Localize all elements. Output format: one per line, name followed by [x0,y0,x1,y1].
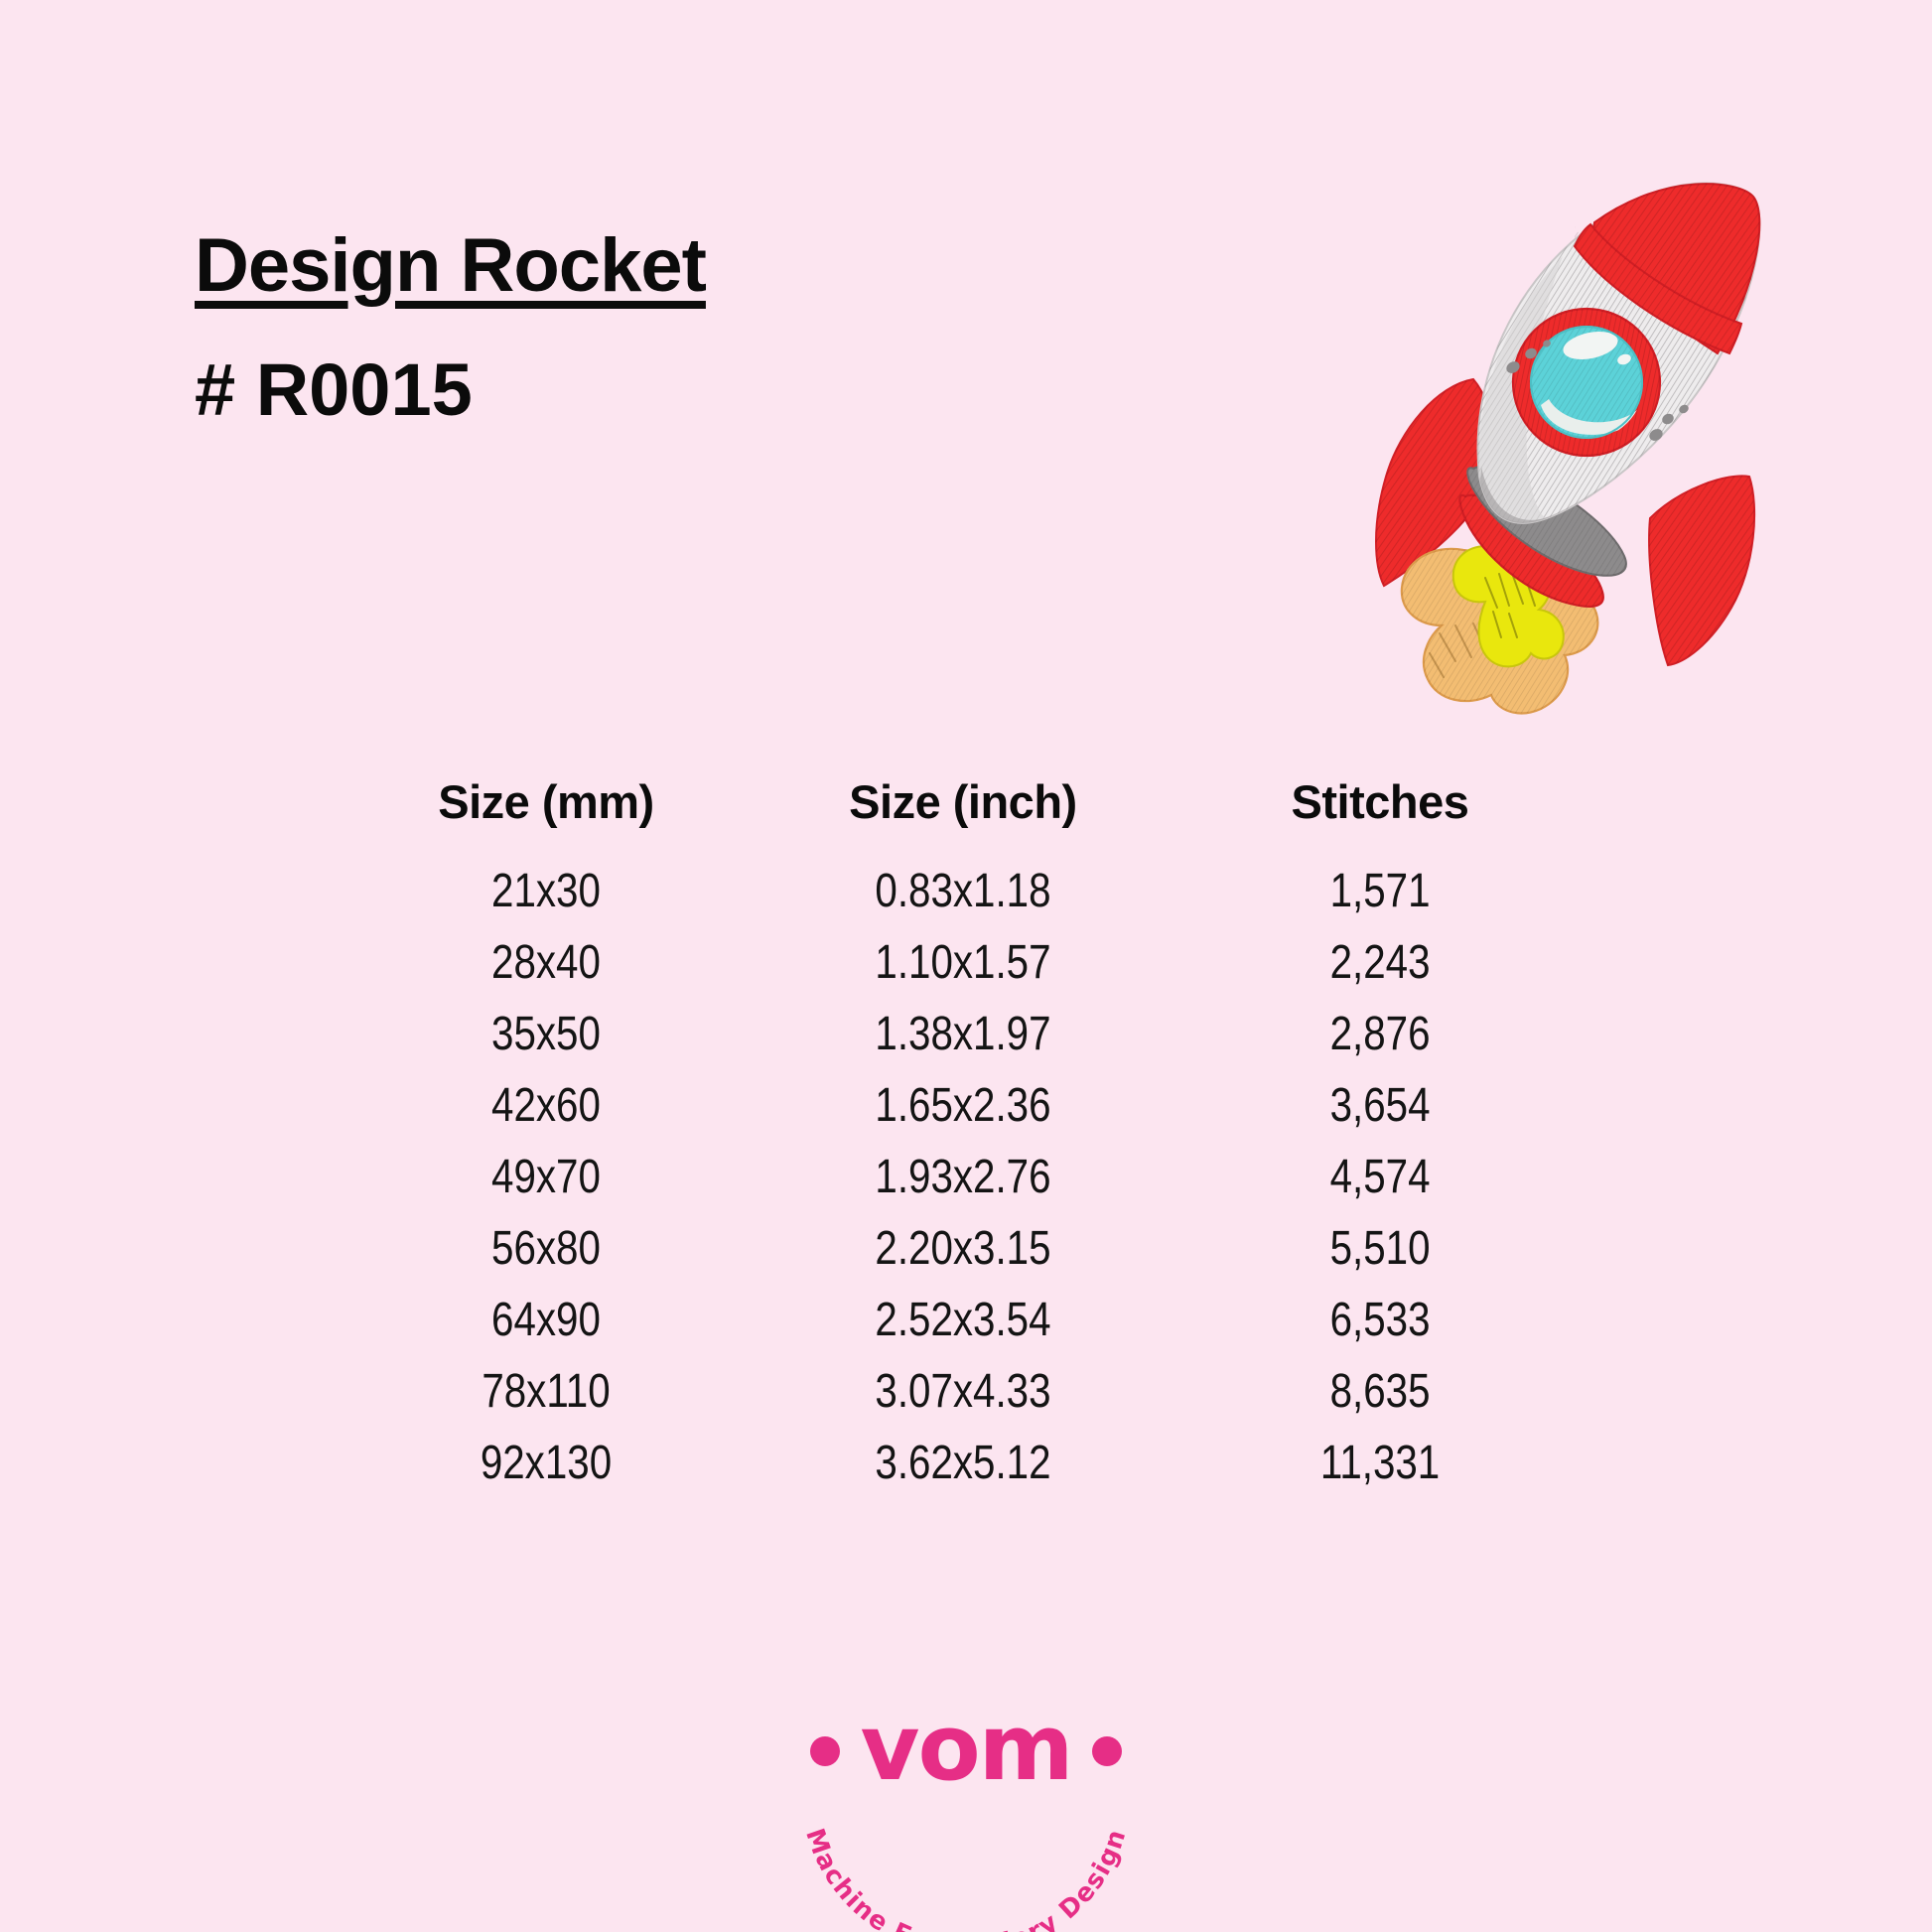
cell-size-inch: 1.93x2.76 [875,1150,1051,1203]
cell-stitches: 5,510 [1329,1221,1431,1275]
size-chart-table: Size (mm) Size (inch) Stitches 21x30 0.8… [338,774,1588,1498]
cell-size-inch: 2.52x3.54 [875,1293,1051,1346]
logo-wordmark: vom [860,1695,1071,1801]
table-row: 42x60 1.65x2.36 3,654 [338,1069,1588,1141]
cell-size-inch: 1.10x1.57 [875,935,1051,989]
column-header-stitches: Stitches [1291,775,1469,828]
cell-size-mm: 49x70 [491,1150,601,1203]
table-row: 21x30 0.83x1.18 1,571 [338,855,1588,926]
rocket-fin-right [1648,475,1756,667]
cell-stitches: 3,654 [1329,1078,1431,1132]
cell-size-mm: 92x130 [480,1436,613,1489]
page-title: Design Rocket [195,223,707,308]
logo-tagline: Machine Embroidery Design [799,1825,1133,1932]
cell-size-mm: 35x50 [491,1007,601,1060]
table-row: 56x80 2.20x3.15 5,510 [338,1212,1588,1284]
rocket-window [1511,307,1662,458]
cell-stitches: 11,331 [1319,1436,1441,1489]
cell-size-mm: 64x90 [491,1293,601,1346]
cell-size-inch: 3.62x5.12 [875,1436,1051,1489]
cell-stitches: 2,876 [1329,1007,1431,1060]
column-header-size-mm: Size (mm) [438,775,654,828]
design-code: # R0015 [195,348,473,431]
table-row: 35x50 1.38x1.97 2,876 [338,998,1588,1069]
cell-size-mm: 78x110 [482,1364,611,1418]
cell-stitches: 2,243 [1329,935,1431,989]
cell-size-inch: 1.38x1.97 [875,1007,1051,1060]
rocket-stripe [1573,222,1743,355]
table-row: 92x130 3.62x5.12 11,331 [338,1427,1588,1498]
cell-size-inch: 2.20x3.15 [875,1221,1051,1275]
cell-size-inch: 1.65x2.36 [875,1078,1051,1132]
table-row: 64x90 2.52x3.54 6,533 [338,1284,1588,1355]
cell-size-inch: 3.07x4.33 [875,1364,1051,1418]
vom-logo: vom Machine Embroidery Design [698,1688,1234,1932]
rocket-nose-cone [1592,183,1761,355]
cell-stitches: 4,574 [1329,1150,1431,1203]
rocket-rivets [1506,340,1689,441]
cell-size-mm: 21x30 [491,864,601,917]
cell-size-mm: 56x80 [491,1221,601,1275]
cell-size-mm: 28x40 [491,935,601,989]
cell-size-mm: 42x60 [491,1078,601,1132]
cell-stitches: 6,533 [1329,1293,1431,1346]
cell-size-inch: 0.83x1.18 [875,864,1051,917]
rocket-icon [1352,149,1779,725]
table-header-row: Size (mm) Size (inch) Stitches [338,774,1588,855]
cell-stitches: 8,635 [1329,1364,1431,1418]
logo-dot-left-icon [810,1736,840,1766]
cell-stitches: 1,571 [1329,864,1431,917]
column-header-size-inch: Size (inch) [849,775,1077,828]
table-row: 49x70 1.93x2.76 4,574 [338,1141,1588,1212]
table-row: 28x40 1.10x1.57 2,243 [338,926,1588,998]
logo-dot-right-icon [1092,1736,1122,1766]
design-header: Design Rocket # R0015 [195,228,1088,427]
table-row: 78x110 3.07x4.33 8,635 [338,1355,1588,1427]
